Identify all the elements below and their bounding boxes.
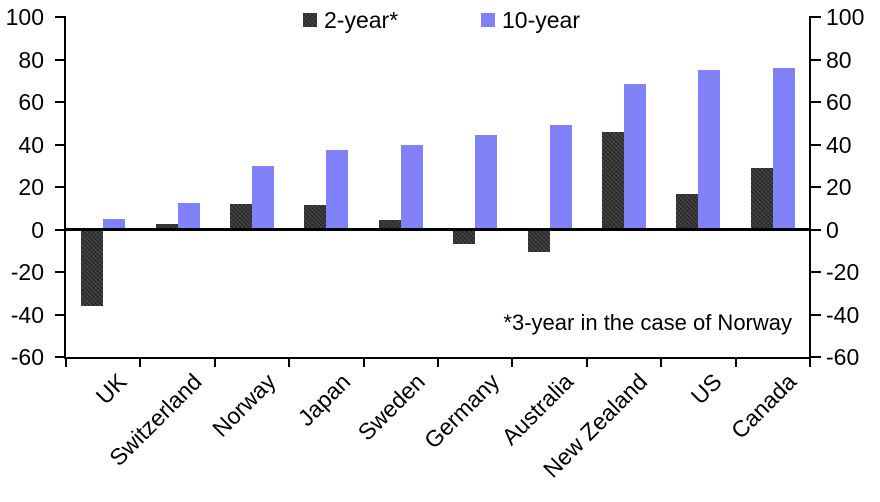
legend-swatch-2-year-icon bbox=[303, 13, 317, 27]
bar-10-year-uk bbox=[103, 218, 126, 230]
chart-footnote: *3-year in the case of Norway bbox=[503, 310, 792, 335]
y-tick-left bbox=[55, 58, 65, 61]
y-tick-right bbox=[811, 186, 821, 188]
bar-2-year-new-zealand bbox=[602, 131, 624, 230]
y-tick-right bbox=[811, 271, 821, 273]
bar-10-year-switzerland bbox=[177, 202, 200, 230]
y-axis-label-left: 20 bbox=[18, 174, 44, 200]
y-axis-label-right: 20 bbox=[826, 174, 852, 200]
y-axis-label-right: -60 bbox=[826, 344, 860, 370]
legend-item-10-year: 10-year bbox=[481, 7, 580, 33]
bar-2-year-us bbox=[676, 194, 699, 230]
legend-swatch-10-year-icon bbox=[481, 13, 495, 27]
y-axis-label-left: 40 bbox=[18, 131, 44, 158]
y-tick-right bbox=[811, 228, 821, 231]
category-label-us: US bbox=[686, 368, 728, 410]
y-axis-left bbox=[64, 16, 66, 359]
y-tick-left bbox=[55, 186, 65, 188]
y-axis-label-right: -20 bbox=[826, 259, 860, 285]
y-axis-label-right: 100 bbox=[826, 4, 865, 30]
bar-2-year-canada bbox=[750, 167, 773, 230]
zero-baseline bbox=[66, 228, 810, 231]
y-axis-label-right: -40 bbox=[826, 301, 860, 328]
legend-item-2-year: 2-year* bbox=[303, 7, 398, 33]
category-label-uk: UK bbox=[90, 368, 132, 410]
bar-10-year-australia bbox=[549, 125, 572, 230]
legend-label-2-year: 2-year* bbox=[324, 7, 399, 33]
bar-2-year-switzerland bbox=[155, 224, 178, 230]
y-axis-label-left: 60 bbox=[18, 89, 44, 115]
x-axis-tick bbox=[585, 357, 588, 367]
y-tick-left bbox=[55, 228, 65, 231]
bar-2-year-australia bbox=[527, 229, 550, 252]
x-axis-tick bbox=[288, 357, 291, 367]
y-tick-left bbox=[55, 143, 65, 146]
y-tick-left bbox=[55, 356, 65, 358]
x-axis-tick bbox=[362, 357, 365, 367]
bar-10-year-japan bbox=[326, 149, 349, 230]
x-axis-tick bbox=[660, 357, 663, 367]
y-axis-label-left: 0 bbox=[31, 216, 44, 243]
y-tick-right bbox=[811, 313, 821, 316]
y-tick-right bbox=[811, 16, 821, 18]
y-axis-label-left: -40 bbox=[10, 301, 44, 328]
x-axis-tick bbox=[213, 357, 216, 367]
bar-2-year-uk bbox=[81, 229, 104, 306]
x-axis-tick bbox=[65, 357, 67, 367]
bar-2-year-japan bbox=[304, 205, 327, 230]
bar-10-year-new-zealand bbox=[624, 83, 646, 230]
x-axis-tick bbox=[734, 357, 737, 367]
y-tick-right bbox=[811, 58, 821, 61]
y-tick-left bbox=[55, 101, 65, 103]
category-label-germany: Germany bbox=[418, 368, 504, 454]
y-tick-left bbox=[55, 313, 65, 316]
y-axis-label-left: -60 bbox=[10, 344, 44, 370]
bar-10-year-germany bbox=[475, 134, 498, 230]
x-axis-tick bbox=[809, 357, 811, 367]
category-label-japan: Japan bbox=[292, 368, 356, 431]
y-axis-label-right: 40 bbox=[826, 131, 852, 158]
y-axis-label-right: 80 bbox=[826, 46, 852, 73]
bar-10-year-sweden bbox=[400, 144, 423, 230]
category-label-norway: Norway bbox=[207, 368, 281, 442]
category-label-canada: Canada bbox=[726, 368, 802, 444]
y-tick-left bbox=[55, 271, 65, 273]
bar-10-year-us bbox=[698, 70, 721, 230]
x-axis-tick bbox=[139, 357, 142, 367]
bar-10-year-norway bbox=[252, 165, 274, 230]
bar-2-year-germany bbox=[453, 229, 476, 245]
bar-10-year-canada bbox=[772, 68, 795, 230]
y-tick-right bbox=[811, 356, 821, 358]
y-tick-left bbox=[55, 16, 65, 18]
y-axis-label-left: -20 bbox=[10, 259, 44, 285]
x-axis-tick bbox=[511, 357, 514, 367]
y-axis-label-left: 100 bbox=[5, 4, 44, 30]
category-label-sweden: Sweden bbox=[352, 368, 430, 446]
x-axis-tick bbox=[437, 357, 439, 367]
y-tick-right bbox=[811, 143, 821, 146]
bar-2-year-sweden bbox=[378, 219, 401, 230]
legend-label-10-year: 10-year bbox=[502, 7, 580, 33]
bar-2-year-norway bbox=[230, 204, 252, 230]
y-axis-label-right: 60 bbox=[826, 89, 852, 115]
y-axis-label-right: 0 bbox=[826, 216, 839, 243]
y-axis-label-left: 80 bbox=[18, 46, 44, 73]
y-axis-right bbox=[809, 16, 811, 359]
y-tick-right bbox=[811, 101, 821, 103]
